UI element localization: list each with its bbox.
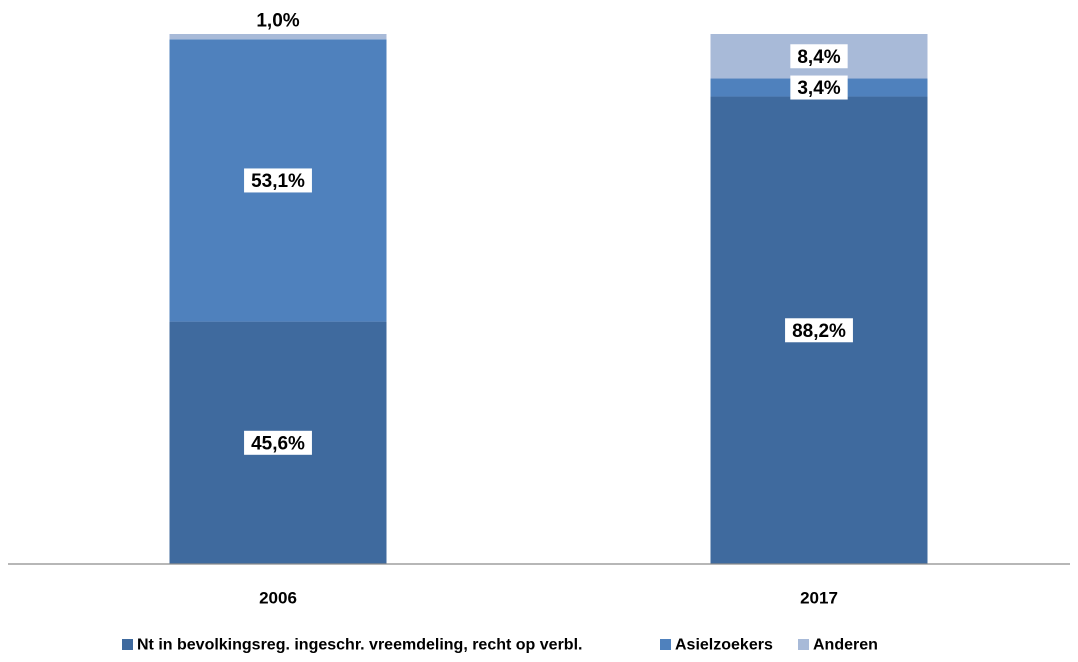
bars-layer <box>169 34 928 564</box>
data-label-2006-series-1: 45,6% <box>244 430 312 455</box>
legend-item-series-2: Asielzoekers <box>660 637 773 654</box>
legend: Nt in bevolkingsreg. ingeschr. vreemdeli… <box>122 637 878 654</box>
data-label-text: 45,6% <box>251 433 305 454</box>
legend-item-series-3: Anderen <box>798 637 878 654</box>
data-label-text: 53,1% <box>251 171 305 192</box>
data-label-text: 88,2% <box>792 321 846 342</box>
data-label-2017-series-3: 8,4% <box>790 44 848 69</box>
data-label-box <box>244 430 312 455</box>
legend-item-series-1: Nt in bevolkingsreg. ingeschr. vreemdeli… <box>122 637 582 654</box>
legend-swatch <box>122 639 133 650</box>
data-label-box <box>790 75 848 100</box>
data-label-2006-series-3: 1,0% <box>249 8 307 32</box>
data-label-box <box>244 168 312 193</box>
data-label-2006-series-2: 53,1% <box>244 168 312 193</box>
legend-swatch <box>798 639 809 650</box>
bar-segment-2006-series-3 <box>169 34 387 40</box>
legend-label: Asielzoekers <box>675 637 773 654</box>
data-label-box <box>785 318 853 343</box>
legend-label: Nt in bevolkingsreg. ingeschr. vreemdeli… <box>137 637 582 654</box>
data-label-box <box>249 8 307 32</box>
data-label-text: 1,0% <box>256 11 299 32</box>
data-labels-layer: 45,6% 53,1% 1,0% 88,2% 3,4% 8,4% <box>244 8 853 455</box>
x-tick-label-2017: 2017 <box>800 589 838 608</box>
data-label-2017-series-2: 3,4% <box>790 75 848 100</box>
data-label-text: 8,4% <box>797 47 840 68</box>
legend-swatch <box>660 639 671 650</box>
data-label-text: 3,4% <box>797 78 840 99</box>
data-label-box <box>790 44 848 69</box>
x-tick-label-2006: 2006 <box>259 589 297 608</box>
legend-label: Anderen <box>813 637 878 654</box>
data-label-2017-series-1: 88,2% <box>785 318 853 343</box>
x-axis-tick-labels: 2006 2017 <box>259 589 838 608</box>
